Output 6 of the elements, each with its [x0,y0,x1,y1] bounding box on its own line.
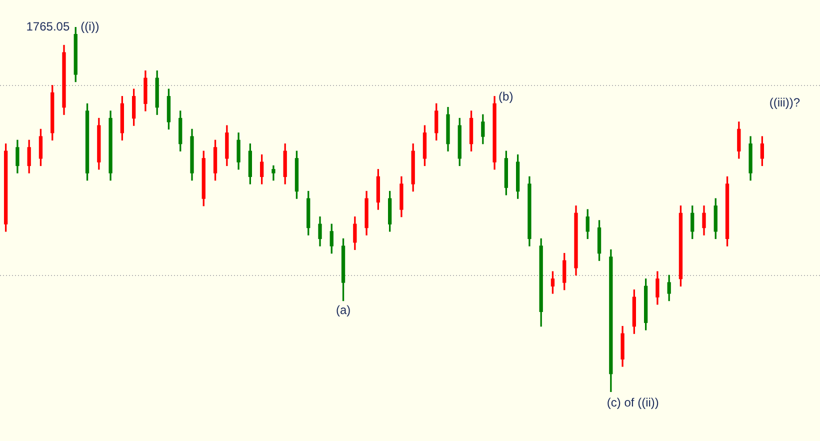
annotation: ((i)) [80,19,100,34]
annotation: (a) [336,303,351,318]
text: ((iii))? [769,95,800,110]
text: (c) of ((ii)) [606,395,659,410]
annotation: (b) [498,89,514,104]
annotation: 1765.05 [26,19,70,34]
